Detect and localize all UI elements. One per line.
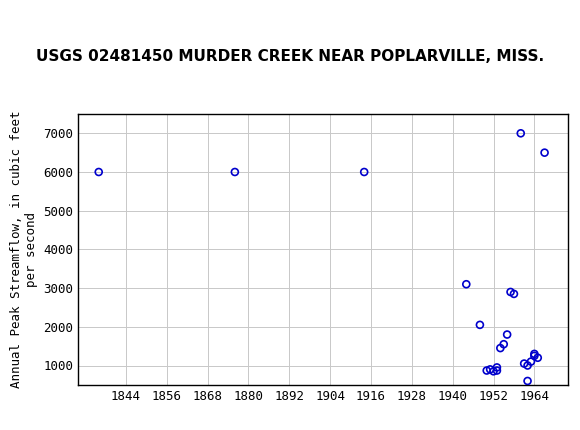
- Point: [516, 130, 525, 137]
- Point: [533, 354, 542, 361]
- Point: [485, 366, 495, 373]
- Point: [489, 368, 498, 375]
- Point: [506, 289, 515, 295]
- Point: [530, 353, 539, 359]
- Point: [499, 341, 509, 347]
- Point: [523, 362, 532, 369]
- Point: [492, 364, 502, 371]
- Y-axis label: Annual Peak Streamflow, in cubic feet
per second: Annual Peak Streamflow, in cubic feet pe…: [10, 111, 38, 388]
- Point: [502, 331, 512, 338]
- Point: [482, 367, 491, 374]
- Point: [526, 358, 535, 365]
- Point: [530, 350, 539, 357]
- Point: [492, 367, 502, 374]
- Point: [475, 322, 484, 329]
- Point: [360, 169, 369, 175]
- Point: [540, 149, 549, 156]
- Point: [509, 291, 519, 298]
- Point: [462, 281, 471, 288]
- Text: ≡USGS: ≡USGS: [9, 12, 90, 33]
- Point: [520, 360, 529, 367]
- Text: USGS 02481450 MURDER CREEK NEAR POPLARVILLE, MISS.: USGS 02481450 MURDER CREEK NEAR POPLARVI…: [36, 49, 544, 64]
- Point: [230, 169, 240, 175]
- Point: [94, 169, 103, 175]
- Point: [523, 378, 532, 384]
- Point: [496, 345, 505, 352]
